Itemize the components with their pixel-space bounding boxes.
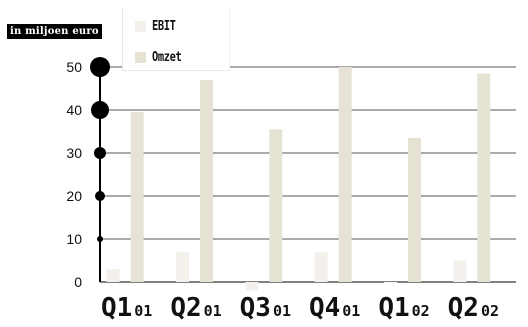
x-tick-main-0: Q1 bbox=[101, 293, 132, 323]
bar-omzet-1 bbox=[200, 79, 213, 283]
unit-label: in miljoen euro bbox=[7, 24, 102, 39]
grid-lines bbox=[100, 66, 516, 283]
y-tick-label-10: 10 bbox=[66, 231, 82, 247]
x-tick-label-3: Q4 01 bbox=[309, 293, 360, 323]
x-tick-main-3: Q4 bbox=[309, 293, 340, 323]
x-tick-labels: Q1 01 Q2 01 Q3 01 Q4 01 Q1 02 Q2 02 bbox=[101, 293, 499, 323]
x-tick-main-2: Q3 bbox=[240, 293, 271, 323]
legend: EBIT Omzet bbox=[122, 7, 230, 71]
y-tick-label-0: 0 bbox=[74, 274, 82, 290]
y-tick-label-40: 40 bbox=[66, 102, 82, 118]
legend-swatch-ebit bbox=[135, 20, 146, 32]
y-axis-marker-30 bbox=[94, 147, 106, 159]
bar-ebit-3 bbox=[314, 251, 328, 282]
y-axis bbox=[90, 57, 110, 282]
bar-ebit-5 bbox=[453, 260, 467, 282]
bar-omzet-4 bbox=[408, 137, 421, 282]
x-tick-sub-3: 01 bbox=[342, 302, 360, 320]
x-tick-label-2: Q3 01 bbox=[240, 293, 291, 323]
y-tick-label-20: 20 bbox=[66, 188, 82, 204]
legend-item-ebit: EBIT bbox=[135, 17, 181, 35]
legend-item-omzet: Omzet bbox=[135, 48, 189, 66]
bar-ebit-2 bbox=[245, 282, 259, 291]
bar-ebit-4 bbox=[384, 282, 397, 283]
bar-omzet-5 bbox=[477, 73, 491, 282]
x-tick-sub-0: 01 bbox=[134, 302, 152, 320]
legend-swatch-omzet bbox=[135, 51, 146, 63]
bar-omzet-3 bbox=[338, 67, 352, 282]
legend-label-ebit: EBIT bbox=[152, 18, 176, 34]
y-axis-marker-20 bbox=[95, 191, 105, 201]
x-tick-sub-2: 01 bbox=[273, 302, 291, 320]
bar-omzet-2 bbox=[269, 129, 283, 282]
x-tick-label-0: Q1 01 bbox=[101, 293, 152, 323]
x-tick-main-1: Q2 bbox=[170, 293, 201, 323]
y-tick-label-50: 50 bbox=[66, 59, 82, 75]
legend-label-omzet: Omzet bbox=[152, 49, 182, 65]
x-tick-main-4: Q1 bbox=[378, 293, 409, 323]
x-tick-label-1: Q2 01 bbox=[170, 293, 221, 323]
x-tick-label-5: Q2 02 bbox=[448, 293, 499, 323]
x-tick-sub-1: 01 bbox=[204, 302, 222, 320]
y-axis-marker-40 bbox=[91, 101, 109, 119]
x-tick-sub-5: 02 bbox=[481, 302, 499, 320]
bar-omzet-0 bbox=[130, 112, 144, 283]
x-tick-main-5: Q2 bbox=[448, 293, 479, 323]
y-tick-label-30: 30 bbox=[66, 145, 82, 161]
x-tick-sub-4: 02 bbox=[412, 302, 430, 320]
bar-ebit-0 bbox=[106, 269, 120, 282]
bar-ebit-1 bbox=[176, 251, 189, 282]
bars bbox=[106, 67, 491, 291]
x-tick-label-4: Q1 02 bbox=[378, 293, 429, 323]
y-axis-marker-50 bbox=[90, 57, 110, 77]
y-axis-marker-10 bbox=[97, 236, 103, 242]
y-tick-labels: 0 10 20 30 40 50 bbox=[66, 59, 82, 290]
